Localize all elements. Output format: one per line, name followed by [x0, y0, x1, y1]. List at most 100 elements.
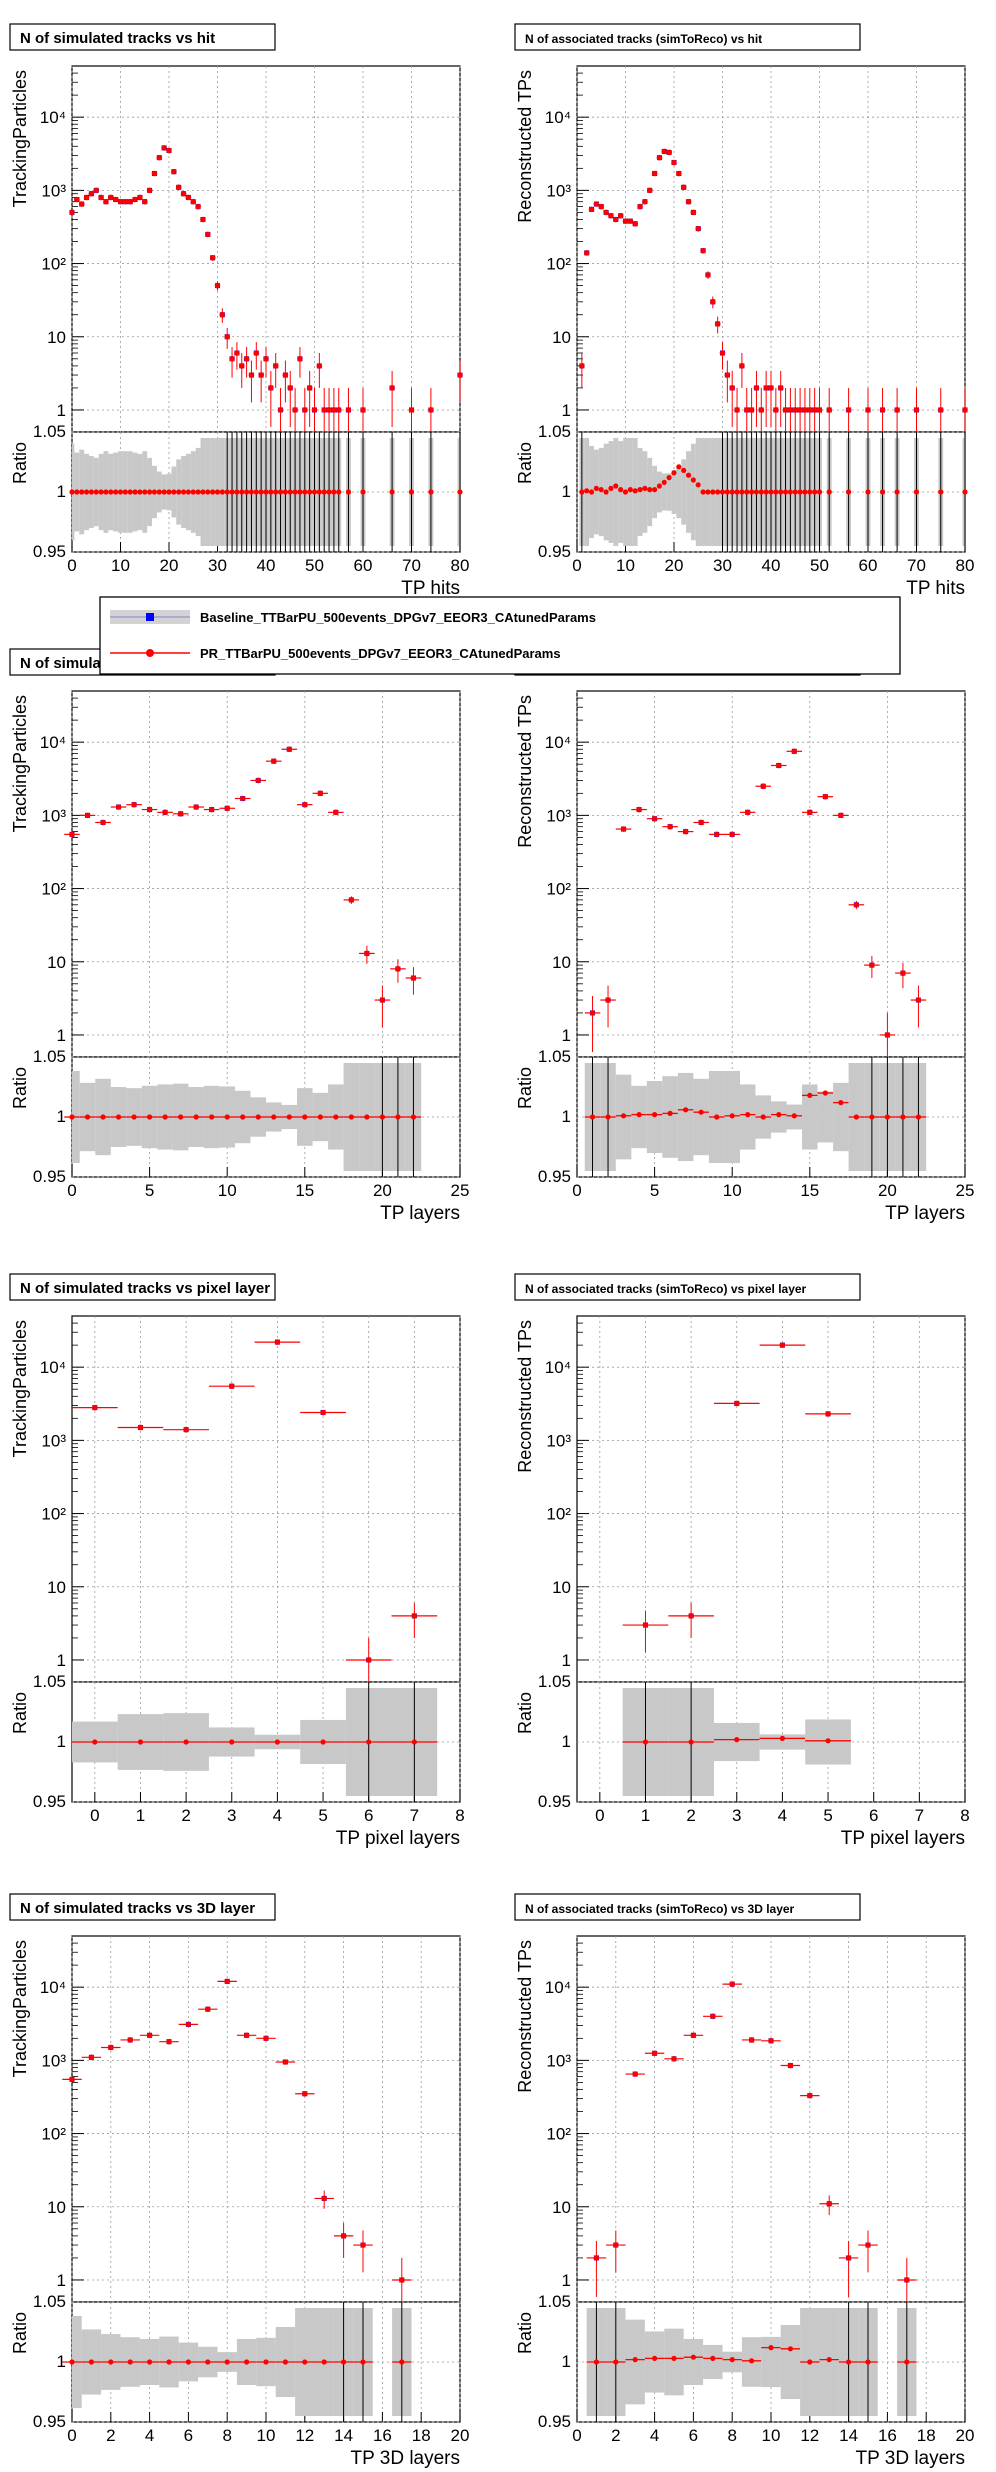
data-point-pr: [348, 897, 355, 903]
ratio-point: [209, 1114, 215, 1120]
data-point-pr: [255, 777, 262, 784]
x-tick-label: 50: [810, 556, 829, 575]
ratio-axis-label: Ratio: [515, 442, 535, 484]
ratio-point: [127, 2359, 133, 2365]
ratio-axis-label: Ratio: [515, 1692, 535, 1734]
ratio-point: [176, 489, 182, 495]
data-point-pr: [680, 184, 687, 191]
data-point-pr: [320, 1409, 326, 1416]
ratio-point: [244, 2359, 250, 2365]
data-point-pr: [127, 198, 133, 205]
ratio-band: [695, 438, 701, 546]
data-point-pr: [802, 407, 808, 413]
x-tick-label: 4: [650, 2426, 659, 2445]
ratio-point: [316, 489, 322, 495]
ratio-band: [686, 451, 691, 533]
ratio-band: [690, 443, 696, 541]
main-plot-frame: [71, 1315, 461, 1683]
data-point-pr: [845, 407, 852, 413]
data-point-pr: [671, 2056, 677, 2062]
ratio-point: [632, 488, 638, 494]
data-point-pr: [277, 407, 284, 413]
data-point-pr: [713, 831, 720, 838]
ratio-point: [632, 2357, 638, 2363]
data-point-pr: [758, 407, 765, 413]
title-frame: [514, 1893, 861, 1921]
x-tick-label: 14: [334, 2426, 353, 2445]
ratio-point: [865, 2359, 871, 2365]
y-tick-label: 10: [552, 328, 571, 347]
ratio-band: [683, 2338, 704, 2386]
ratio-point: [137, 1739, 144, 1745]
data-point-pr: [234, 350, 240, 356]
data-point-pr: [608, 212, 614, 219]
data-point-pr: [894, 407, 900, 413]
ratio-point: [274, 1739, 281, 1745]
ratio-point: [273, 489, 279, 495]
ratio-point: [879, 489, 886, 495]
ratio-band: [644, 2331, 665, 2393]
x-tick-label: 60: [354, 556, 373, 575]
y-tick-label: 10: [552, 953, 571, 972]
ratio-point: [705, 489, 711, 495]
ratio-point: [263, 2359, 269, 2365]
ratio-band: [666, 473, 672, 511]
y-tick-label: 10²: [41, 2125, 66, 2144]
x-tick-label: 15: [295, 1181, 314, 1200]
data-point-pr: [146, 806, 153, 813]
x-tick-label: 6: [869, 1806, 878, 1825]
data-point-pr: [748, 2037, 755, 2043]
ratio-point: [103, 489, 109, 495]
data-point-pr: [219, 311, 226, 318]
ratio-point: [410, 1114, 417, 1120]
data-point-pr: [364, 950, 370, 957]
x-tick-label: 3: [732, 1806, 741, 1825]
data-point-pr: [743, 407, 750, 413]
data-point-pr: [185, 2021, 192, 2028]
ratio-point: [69, 2359, 75, 2365]
data-point-pr: [748, 407, 755, 413]
x-tick-label: 20: [878, 1181, 897, 1200]
ratio-point: [193, 1114, 199, 1120]
ratio-axis-label: Ratio: [10, 2312, 30, 2354]
ratio-point: [685, 472, 692, 478]
chart-panel-8: N of associated tracks (simToReco) vs 3D…: [514, 1893, 974, 2469]
data-point-pr: [690, 209, 697, 216]
ratio-point: [652, 2355, 658, 2361]
y-tick-label: 10²: [41, 255, 66, 274]
data-point-pr: [282, 2059, 289, 2065]
x-tick-label: 10: [762, 2426, 781, 2445]
ratio-point: [763, 489, 769, 495]
data-point-pr: [193, 804, 199, 810]
y-tick-label: 10²: [546, 880, 571, 899]
x-tick-label: 2: [181, 1806, 190, 1825]
chart-title-box: N of simulated tracks vs 3D layer: [9, 1893, 276, 1921]
ratio-point: [719, 489, 726, 495]
data-point-pr: [88, 190, 95, 197]
ratio-tick-label: 1.05: [33, 1047, 66, 1066]
ratio-point: [166, 2359, 172, 2365]
ratio-point: [698, 1109, 704, 1115]
data-point-pr: [180, 190, 187, 197]
ratio-point: [229, 1739, 235, 1745]
ratio-point: [360, 489, 366, 495]
x-axis-label: TP pixel layers: [841, 1828, 965, 1849]
ratio-point: [389, 489, 395, 495]
ratio-point: [142, 489, 148, 495]
x-tick-label: 10: [111, 556, 130, 575]
ratio-point: [608, 485, 614, 491]
ratio-point: [147, 1114, 153, 1120]
ratio-point: [348, 1114, 354, 1120]
y-axis-label: Reconstructed TPs: [515, 70, 535, 223]
ratio-point: [671, 470, 677, 476]
ratio-point: [205, 489, 211, 495]
ratio-point: [84, 1114, 91, 1120]
ratio-point: [588, 489, 595, 495]
ratio-point: [83, 489, 90, 495]
data-point-pr: [685, 198, 692, 205]
ratio-point: [642, 485, 648, 491]
y-axis-label: Reconstructed TPs: [515, 695, 535, 848]
data-point-pr: [792, 407, 799, 413]
ratio-point: [366, 1739, 372, 1745]
data-point-pr: [904, 2277, 910, 2283]
